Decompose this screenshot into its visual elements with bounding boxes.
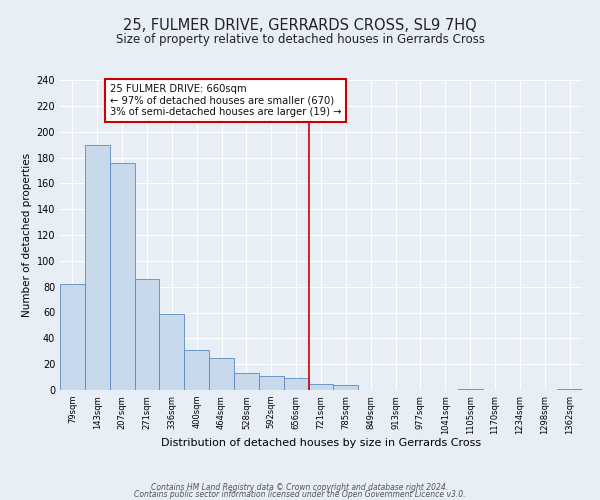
X-axis label: Distribution of detached houses by size in Gerrards Cross: Distribution of detached houses by size …	[161, 438, 481, 448]
Y-axis label: Number of detached properties: Number of detached properties	[22, 153, 32, 317]
Bar	[458, 388, 482, 390]
Text: Size of property relative to detached houses in Gerrards Cross: Size of property relative to detached ho…	[115, 32, 485, 46]
Bar	[234, 373, 259, 390]
Bar	[60, 284, 85, 390]
Bar	[334, 385, 358, 390]
Bar	[134, 279, 160, 390]
Bar	[308, 384, 334, 390]
Bar	[284, 378, 308, 390]
Text: Contains public sector information licensed under the Open Government Licence v3: Contains public sector information licen…	[134, 490, 466, 499]
Bar	[85, 144, 110, 390]
Bar	[557, 388, 582, 390]
Bar	[209, 358, 234, 390]
Bar	[259, 376, 284, 390]
Text: 25 FULMER DRIVE: 660sqm
← 97% of detached houses are smaller (670)
3% of semi-de: 25 FULMER DRIVE: 660sqm ← 97% of detache…	[110, 84, 341, 117]
Bar	[160, 314, 184, 390]
Text: 25, FULMER DRIVE, GERRARDS CROSS, SL9 7HQ: 25, FULMER DRIVE, GERRARDS CROSS, SL9 7H…	[123, 18, 477, 32]
Bar	[110, 162, 134, 390]
Bar	[184, 350, 209, 390]
Text: Contains HM Land Registry data © Crown copyright and database right 2024.: Contains HM Land Registry data © Crown c…	[151, 484, 449, 492]
